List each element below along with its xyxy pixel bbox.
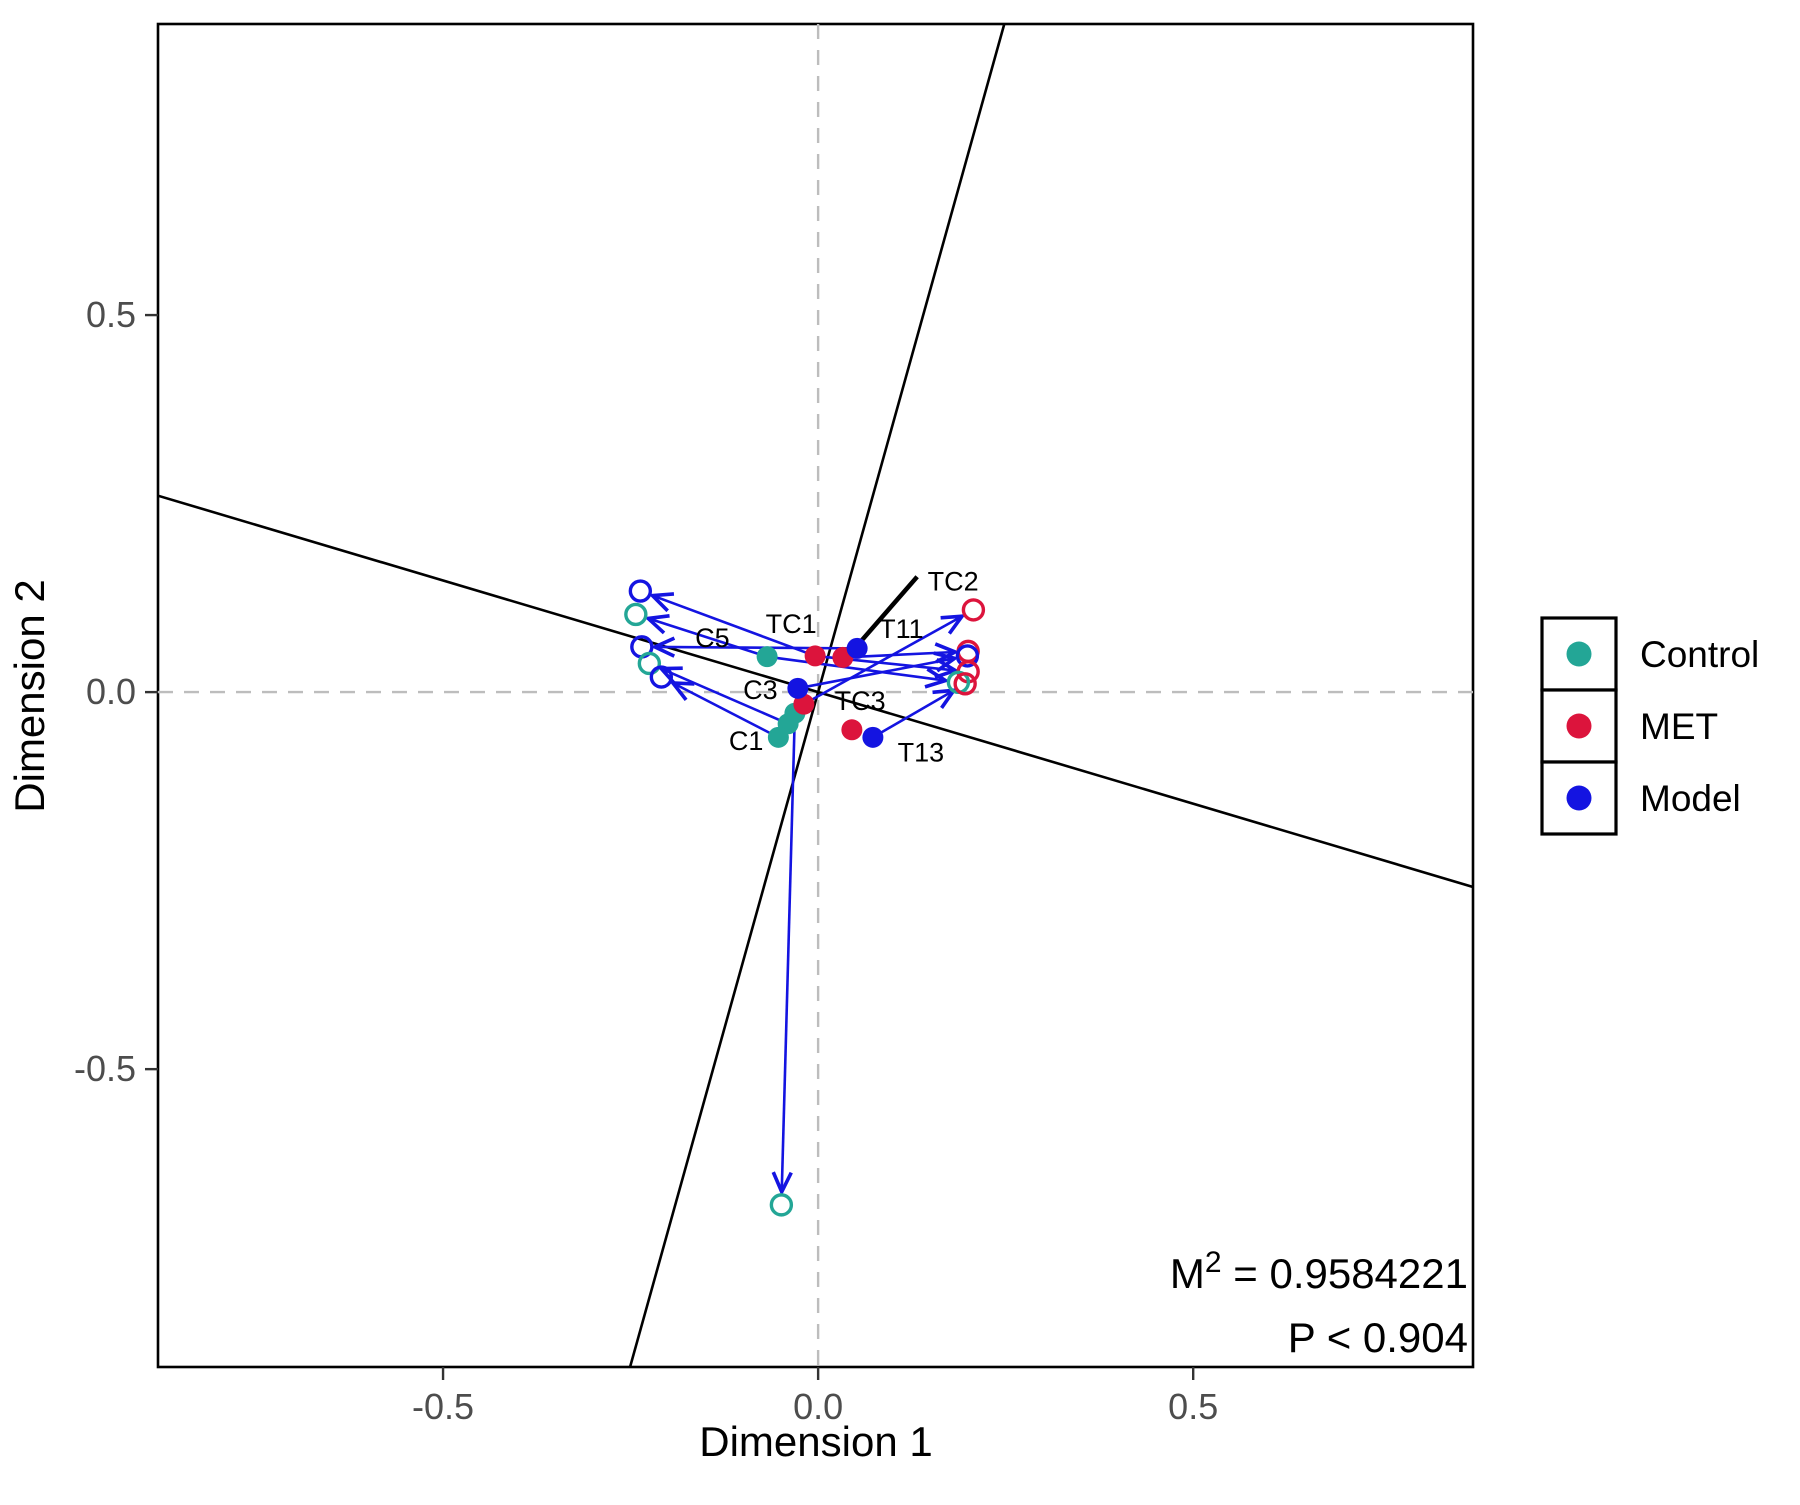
solid-point-met [841,719,863,741]
plot-panel [156,22,1475,1369]
legend-label-model: Model [1640,778,1741,819]
point-label-t13: T13 [898,737,945,767]
x-tick-label: 0.0 [793,1386,843,1427]
point-label-c1: C1 [729,726,764,756]
open-point-met [953,672,977,696]
m2-statistic: M2 = 0.9584221 [1170,1246,1468,1297]
y-axis-title: Dimension 2 [6,579,53,812]
procrustes-arrow [650,636,858,658]
x-tick-label: 0.5 [1168,1386,1218,1427]
solid-point-model [846,637,868,659]
procrustes-arrow [644,614,768,658]
solid-point-met [793,693,815,715]
solid-point-met [804,645,826,667]
p-value: P < 0.904 [1288,1314,1468,1361]
point-label-tc1: TC1 [766,609,817,639]
point-label-c3: C3 [743,675,778,705]
open-point-control [769,1193,794,1217]
procrustes-arrow [803,614,966,706]
procrustes-arrow [669,681,779,739]
rotation-axis-line [158,494,1473,889]
open-point-control [637,651,662,676]
solid-point-control [756,646,778,668]
point-label-tc3: TC3 [835,686,886,716]
procrustes-arrow [771,713,797,1197]
legend-key-control-dot [1566,641,1592,667]
legend-key-model-dot [1566,785,1592,811]
y-tick-label: 0.0 [86,671,136,712]
open-point-model [955,644,980,668]
open-point-model [649,665,674,689]
procrustes-arrow [657,666,789,725]
solid-point-control [767,726,789,748]
legend-cell-met [1540,688,1618,764]
procrustes-arrow [648,592,816,658]
procrustes-arrow [766,655,950,689]
procrustes-arrow [797,651,959,690]
x-axis-title: Dimension 1 [699,1418,932,1465]
open-point-met [961,598,986,622]
point-label-c5: C5 [695,623,730,653]
legend-label-control: Control [1640,634,1759,675]
y-tick-label: -0.5 [74,1048,136,1089]
legend: Control MET Model [1540,616,1759,836]
open-point-control [624,602,648,627]
legend-key-met-dot [1566,713,1592,739]
stats-annotation: M2 = 0.9584221 P < 0.904 [1170,1246,1468,1361]
legend-label-met: MET [1640,706,1718,747]
x-tick-label: -0.5 [412,1386,474,1427]
point-label-t11: T11 [879,614,924,644]
solid-point-model [787,677,809,699]
y-tick-label: 0.5 [86,294,136,335]
solid-point-model [862,726,884,748]
procrustes-arrow [872,688,958,739]
open-point-model [628,579,653,603]
point-label-tc2: TC2 [928,566,979,596]
